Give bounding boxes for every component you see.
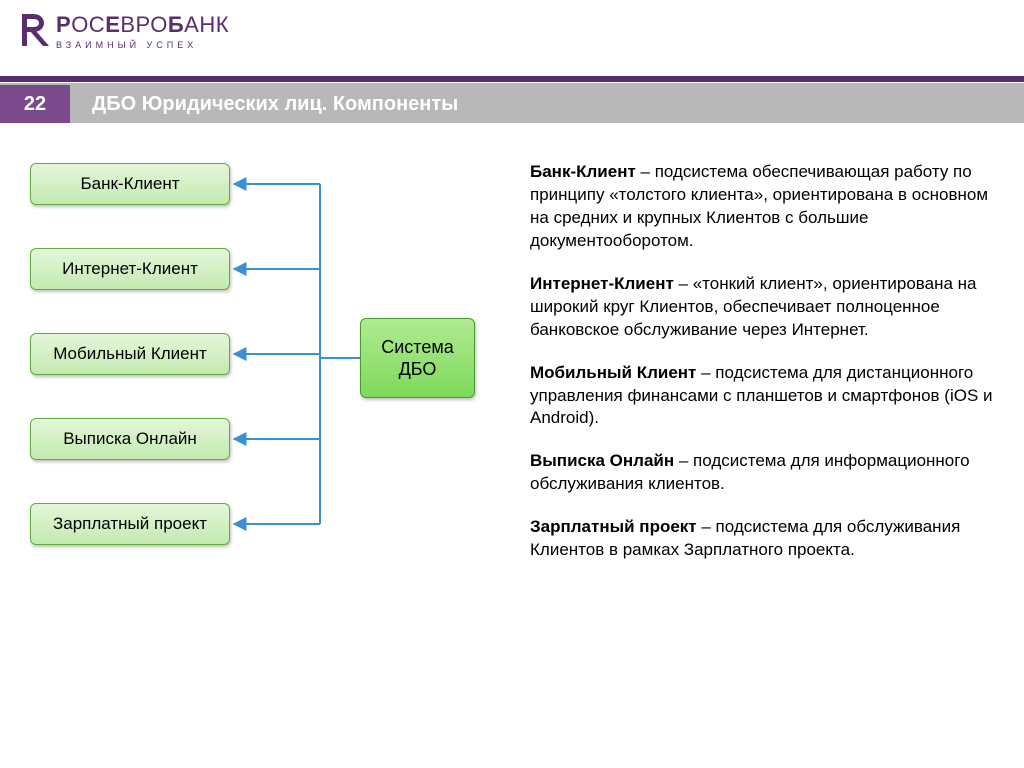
- descriptions: Банк-Клиент – подсистема обеспечивающая …: [530, 153, 994, 603]
- leaf-node: Интернет-Клиент: [30, 248, 230, 290]
- logo-icon: [20, 12, 50, 48]
- title-bar: 22 ДБО Юридических лиц. Компоненты: [0, 85, 1024, 123]
- slide-title: ДБО Юридических лиц. Компоненты: [70, 85, 1024, 123]
- divider-thin: [0, 83, 1024, 85]
- leaf-node: Зарплатный проект: [30, 503, 230, 545]
- content: Банк-Клиент Интернет-Клиент Мобильный Клие…: [0, 123, 1024, 603]
- brand-tagline: ВЗАИМНЫЙ УСПЕХ: [56, 40, 229, 50]
- header-divider: [0, 76, 1024, 85]
- description-item: Банк-Клиент – подсистема обеспечивающая …: [530, 161, 994, 253]
- description-term: Интернет-Клиент: [530, 274, 674, 293]
- header: РОСЕВРОБАНК ВЗАИМНЫЙ УСПЕХ: [0, 0, 1024, 85]
- slide-number: 22: [0, 85, 70, 123]
- description-item: Выписка Онлайн – подсистема для информац…: [530, 450, 994, 496]
- connector-lines: [234, 184, 360, 524]
- diagram: Банк-Клиент Интернет-Клиент Мобильный Клие…: [30, 153, 500, 603]
- description-term: Банк-Клиент: [530, 162, 636, 181]
- description-term: Выписка Онлайн: [530, 451, 674, 470]
- leaf-node: Выписка Онлайн: [30, 418, 230, 460]
- central-node: Система ДБО: [360, 318, 475, 398]
- leaf-node: Мобильный Клиент: [30, 333, 230, 375]
- description-term: Мобильный Клиент: [530, 363, 696, 382]
- description-term: Зарплатный проект: [530, 517, 697, 536]
- description-item: Мобильный Клиент – подсистема для дистан…: [530, 362, 994, 431]
- brand-name: РОСЕВРОБАНК: [56, 12, 229, 38]
- leaf-node: Банк-Клиент: [30, 163, 230, 205]
- divider-thick: [0, 76, 1024, 82]
- description-item: Зарплатный проект – подсистема для обслу…: [530, 516, 994, 562]
- description-item: Интернет-Клиент – «тонкий клиент», ориен…: [530, 273, 994, 342]
- logo: РОСЕВРОБАНК ВЗАИМНЫЙ УСПЕХ: [20, 12, 1004, 50]
